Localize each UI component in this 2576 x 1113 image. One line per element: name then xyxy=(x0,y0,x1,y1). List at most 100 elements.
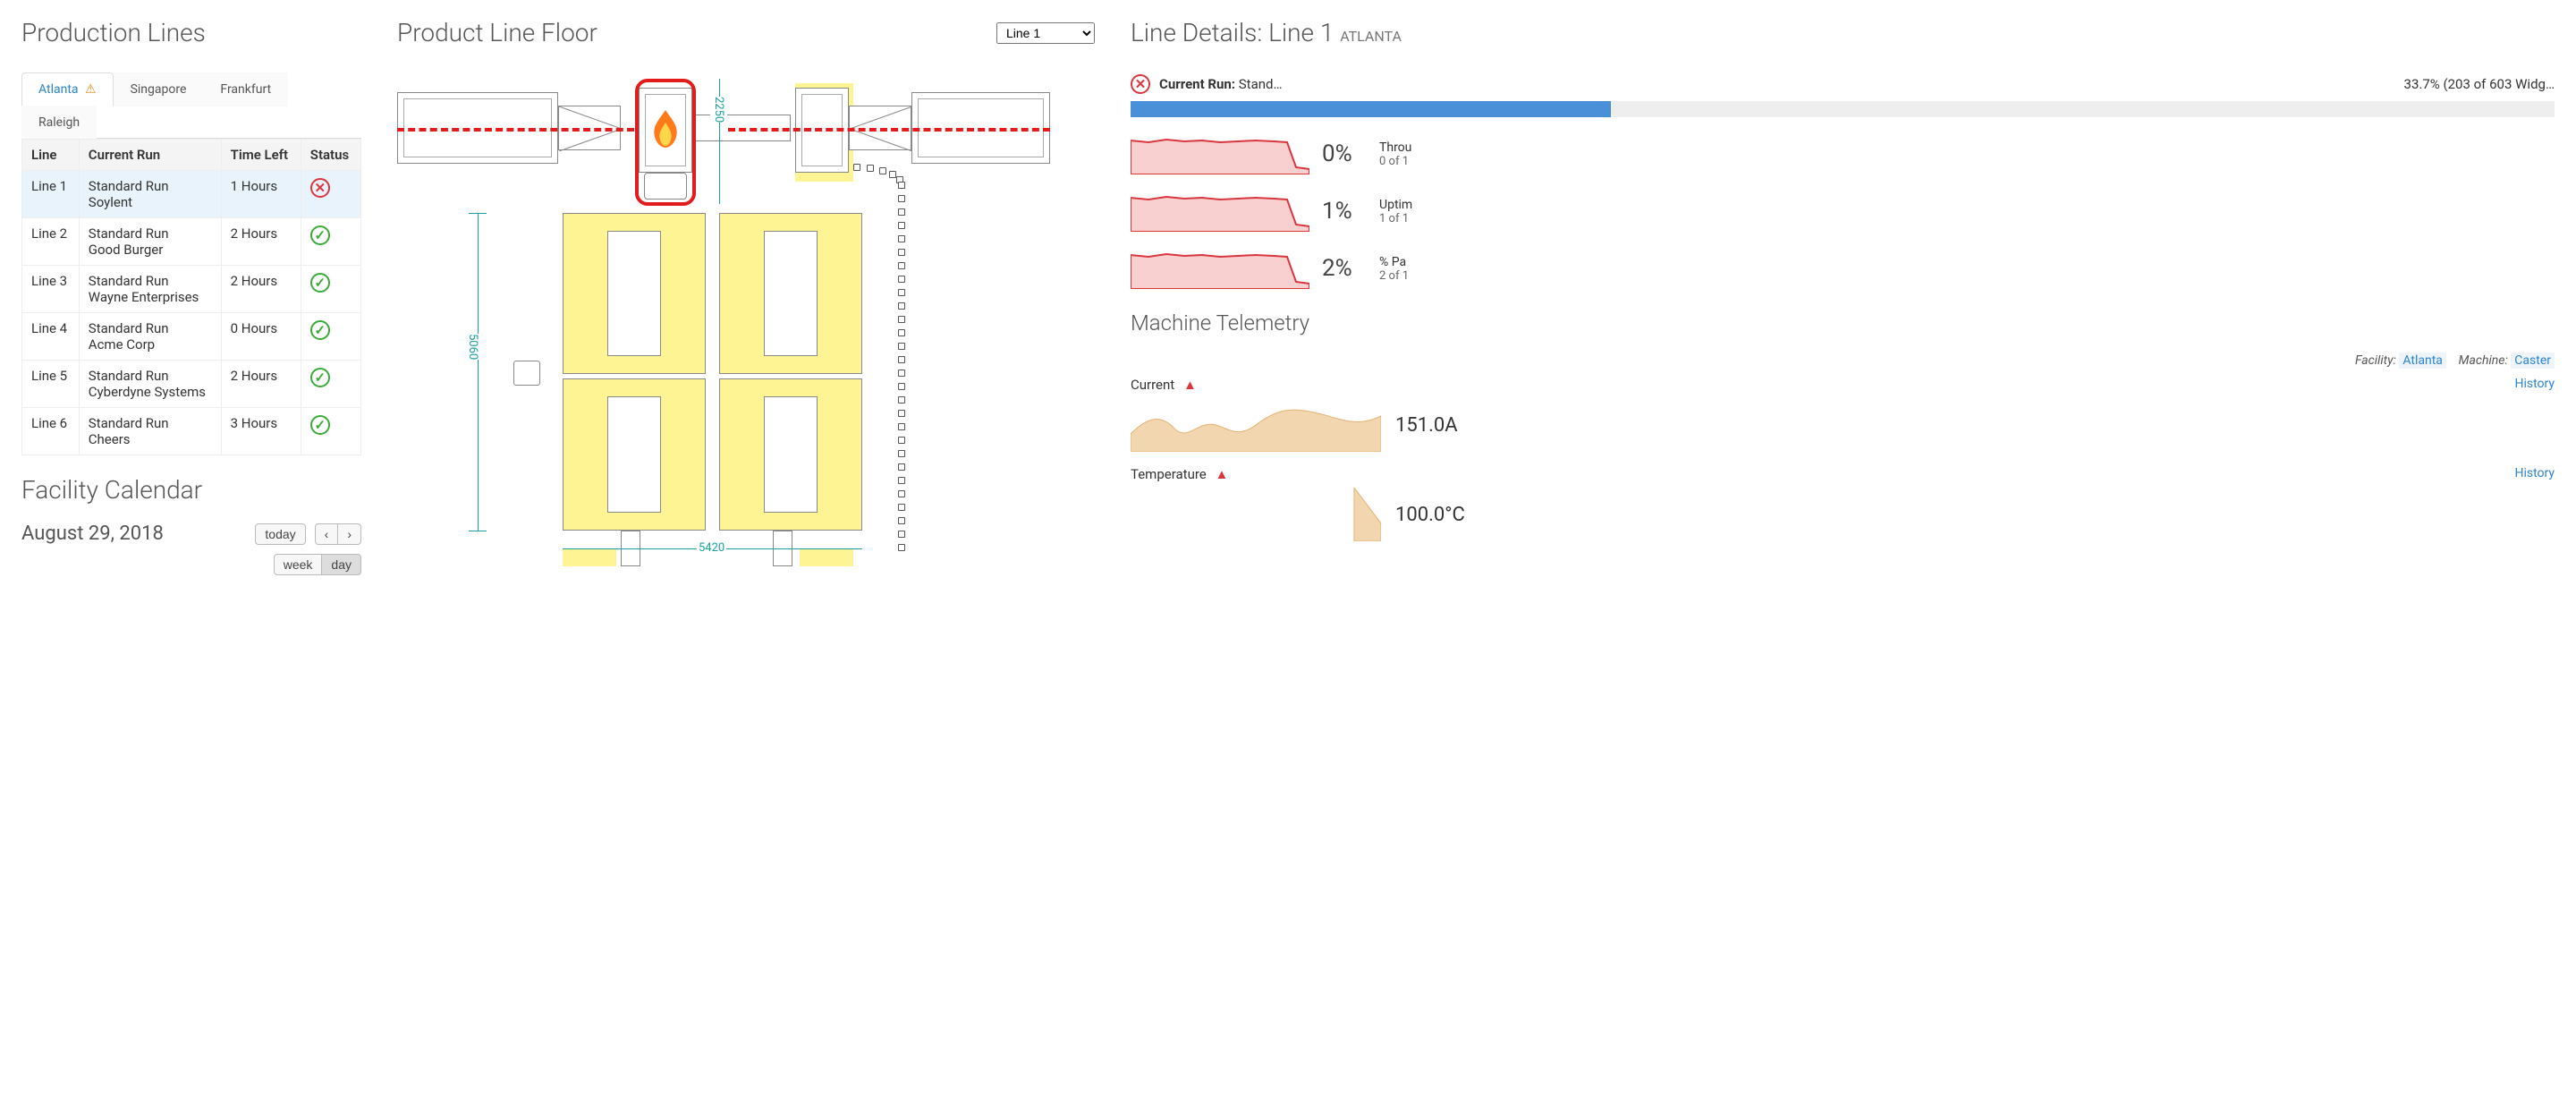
cell-line: Line 5 xyxy=(22,361,80,408)
conveyor-segment xyxy=(898,383,905,390)
tab-singapore[interactable]: Singapore xyxy=(114,72,204,106)
conveyor-segment xyxy=(898,262,905,269)
history-link[interactable]: History xyxy=(2514,377,2555,393)
cell-status: ✓ xyxy=(301,313,360,361)
conveyor-segment xyxy=(898,302,905,310)
lines-table: LineCurrent RunTime LeftStatus Line 1Sta… xyxy=(21,139,361,455)
conveyor-segment xyxy=(853,164,860,171)
table-row[interactable]: Line 6Standard RunCheers3 Hours✓ xyxy=(22,408,361,455)
calendar-date: August 29, 2018 xyxy=(21,523,246,545)
cell-run: Standard RunCheers xyxy=(79,408,221,455)
table-row[interactable]: Line 1Standard RunSoylent1 Hours✕ xyxy=(22,171,361,218)
fire-icon xyxy=(648,110,683,159)
cell-time: 2 Hours xyxy=(221,218,301,266)
calendar-next-button[interactable]: › xyxy=(337,523,361,545)
machine-link[interactable]: Caster xyxy=(2511,353,2555,369)
machine-inner-tr xyxy=(764,231,818,356)
metric-value: 1% xyxy=(1322,198,1367,225)
metric-label-group: Throu0 of 1 xyxy=(1379,140,1411,168)
col-line: Line xyxy=(22,140,80,171)
machine-inner-bl xyxy=(607,396,661,513)
cell-line: Line 4 xyxy=(22,313,80,361)
cell-time: 2 Hours xyxy=(221,266,301,313)
calendar-prev-button[interactable]: ‹ xyxy=(315,523,339,545)
tab-frankfurt[interactable]: Frankfurt xyxy=(203,72,288,106)
highlight-bottom-1 xyxy=(563,548,616,566)
run-status-icon: ✕ xyxy=(1131,74,1150,94)
table-row[interactable]: Line 3Standard RunWayne Enterprises2 Hou… xyxy=(22,266,361,313)
telemetry-value: 100.0°C xyxy=(1395,504,1465,526)
tab-atlanta[interactable]: Atlanta ⚠ xyxy=(21,72,114,106)
run-progress-fill xyxy=(1131,101,1611,117)
conveyor-segment xyxy=(898,316,905,323)
facility-calendar-title: Facility Calendar xyxy=(21,475,361,505)
sparkline xyxy=(1131,133,1309,174)
conveyor-segment xyxy=(867,165,874,172)
cell-run: Standard RunCyberdyne Systems xyxy=(79,361,221,408)
metric-row: 1% Uptim1 of 1 xyxy=(1131,191,2555,232)
conveyor-segment xyxy=(898,410,905,417)
conveyor-segment xyxy=(898,343,905,350)
cell-line: Line 6 xyxy=(22,408,80,455)
telemetry-title: Machine Telemetry xyxy=(1131,310,2555,336)
telemetry-value: 151.0A xyxy=(1395,414,1458,437)
line-details-prefix: Line Details: xyxy=(1131,18,1268,47)
cell-line: Line 1 xyxy=(22,171,80,218)
line-details-panel: Line Details: Line 1 ATLANTA ✕ Current R… xyxy=(1131,18,2555,575)
conveyor-segment xyxy=(898,463,905,471)
cell-run: Standard RunWayne Enterprises xyxy=(79,266,221,313)
cell-status: ✕ xyxy=(301,171,360,218)
conveyor-segment xyxy=(898,477,905,484)
conveyor-segment xyxy=(898,437,905,444)
conveyor-segment xyxy=(898,531,905,538)
cell-status: ✓ xyxy=(301,361,360,408)
status-ok-icon: ✓ xyxy=(310,225,330,245)
conveyor-segment xyxy=(898,289,905,296)
warning-icon: ⚠ xyxy=(82,82,97,97)
cell-line: Line 2 xyxy=(22,218,80,266)
run-progress-bar xyxy=(1131,101,2555,117)
table-row[interactable]: Line 4Standard RunAcme Corp0 Hours✓ xyxy=(22,313,361,361)
machine-inner-tl xyxy=(607,231,661,356)
table-row[interactable]: Line 5Standard RunCyberdyne Systems2 Hou… xyxy=(22,361,361,408)
warning-icon: ▲ xyxy=(1183,377,1197,393)
dim-bottom-label: 5420 xyxy=(697,541,726,555)
conveyor-segment xyxy=(898,544,905,551)
table-row[interactable]: Line 2Standard RunGood Burger2 Hours ✓ xyxy=(22,218,361,266)
conveyor-segment xyxy=(898,396,905,404)
line-details-facility: ATLANTA xyxy=(1340,28,1402,45)
line-select[interactable]: Line 1 xyxy=(996,22,1095,44)
floor-plan[interactable]: 2250 xyxy=(397,65,1077,566)
conveyor-segment xyxy=(898,235,905,242)
status-ok-icon: ✓ xyxy=(310,320,330,340)
conveyor-segment xyxy=(898,490,905,497)
day-view-button[interactable]: day xyxy=(321,554,361,575)
telemetry-header: Facility: Atlanta Machine: Caster xyxy=(1131,353,2555,368)
cart[interactable] xyxy=(513,361,540,386)
telemetry-block: Temperature ▲ History 100.0°C xyxy=(1131,466,2555,541)
metric-label-group: Uptim1 of 1 xyxy=(1379,198,1412,225)
status-ok-icon: ✓ xyxy=(310,273,330,293)
history-link[interactable]: History xyxy=(2514,466,2555,482)
cell-status: ✓ xyxy=(301,408,360,455)
conveyor-segment xyxy=(898,208,905,216)
telemetry-chart xyxy=(1131,398,1381,452)
cell-time: 3 Hours xyxy=(221,408,301,455)
facility-link[interactable]: Atlanta xyxy=(2399,353,2446,369)
current-run-label: Current Run: Stand… xyxy=(1159,76,1283,92)
telemetry-name: Temperature ▲ xyxy=(1131,466,1228,482)
cell-run: Standard RunGood Burger xyxy=(79,218,221,266)
week-view-button[interactable]: week xyxy=(274,554,323,575)
col-current-run: Current Run xyxy=(79,140,221,171)
dim-left-line xyxy=(478,213,479,531)
dim-left-label: 5060 xyxy=(464,334,481,360)
tab-raleigh[interactable]: Raleigh xyxy=(21,106,97,139)
cell-time: 1 Hours xyxy=(221,171,301,218)
conveyor-segment xyxy=(898,276,905,283)
machine-below-fault[interactable] xyxy=(644,173,687,200)
metric-row: 0%Throu0 of 1 xyxy=(1131,133,2555,174)
conveyor-segment xyxy=(898,195,905,202)
metric-value: 2% xyxy=(1322,255,1367,282)
conveyor-segment xyxy=(898,504,905,511)
today-button[interactable]: today xyxy=(255,523,305,545)
